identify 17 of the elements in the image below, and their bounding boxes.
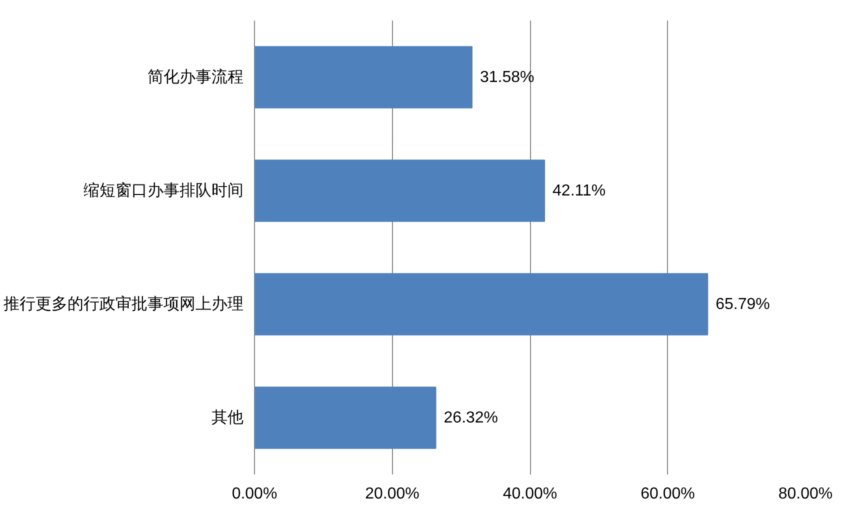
data-label: 42.11% <box>552 182 606 200</box>
data-label: 26.32% <box>444 409 498 426</box>
x-tick-label: 40.00% <box>502 486 558 502</box>
x-tick-label: 0.00% <box>232 486 278 502</box>
y-tick-label: 缩短窗口办事排队时间 <box>84 181 244 200</box>
bar <box>254 386 436 449</box>
y-tick-label: 推行更多的行政审批事项网上办理 <box>4 294 244 313</box>
bar <box>254 46 473 108</box>
data-label: 31.58% <box>480 68 534 86</box>
y-tick-label: 其他 <box>212 408 244 426</box>
data-label: 65.79% <box>716 296 770 313</box>
y-tick-label: 简化办事流程 <box>148 68 244 86</box>
x-tick-label: 60.00% <box>640 486 695 502</box>
x-tick-label: 20.00% <box>365 486 420 502</box>
bar <box>254 273 708 336</box>
x-tick-label: 80.00% <box>778 486 833 502</box>
bar <box>254 160 546 222</box>
